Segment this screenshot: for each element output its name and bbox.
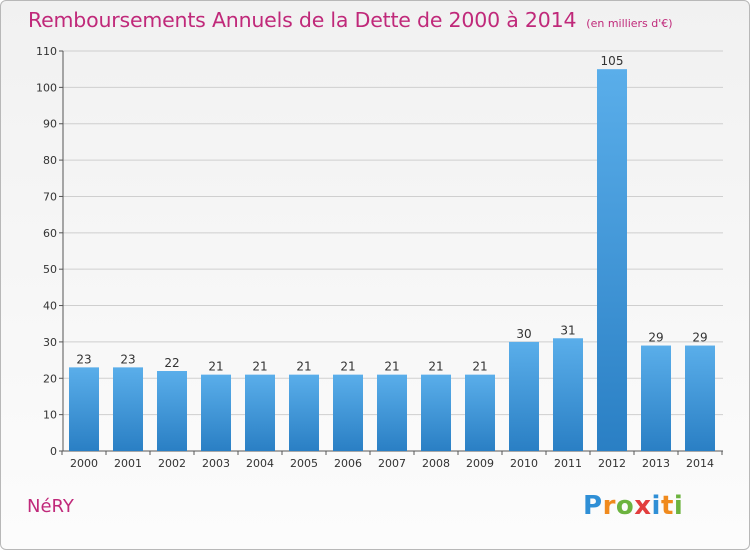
- y-tick-label: 0: [50, 445, 57, 458]
- bar: [641, 345, 671, 451]
- bar: [509, 341, 539, 451]
- x-tick-label: 2013: [642, 457, 670, 470]
- x-tick-label: 2014: [686, 457, 714, 470]
- bar: [289, 374, 319, 451]
- x-tick-label: 2010: [510, 457, 538, 470]
- data-labels: 23 23 22 21 21 21 21 21 21 21 30 31 105 29 29: [76, 54, 707, 373]
- proxiti-logo[interactable]: Proxiti: [583, 491, 683, 521]
- bar: [333, 374, 363, 451]
- x-tick-label: 2006: [334, 457, 362, 470]
- y-tick-label: 10: [43, 409, 57, 422]
- logo-letter: P: [583, 491, 603, 521]
- logo-letter: i: [673, 491, 684, 521]
- bar: [421, 374, 451, 451]
- data-label: 21: [384, 360, 399, 374]
- y-tick-label: 30: [43, 336, 57, 349]
- y-tick-label: 70: [43, 190, 57, 203]
- bar: [377, 374, 407, 451]
- data-label: 21: [428, 360, 443, 374]
- data-label: 105: [601, 54, 624, 68]
- x-tick-label: 2001: [114, 457, 142, 470]
- data-label: 29: [692, 331, 707, 345]
- data-label: 29: [648, 331, 663, 345]
- chart-unit: (en milliers d'€): [586, 17, 673, 30]
- logo-letter: r: [602, 491, 616, 521]
- data-label: 31: [560, 323, 575, 337]
- logo-letter: t: [660, 491, 674, 521]
- bar: [157, 371, 187, 451]
- logo-letter: x: [634, 491, 652, 521]
- x-tick-label: 2009: [466, 457, 494, 470]
- y-tick-label: 90: [43, 118, 57, 131]
- bar: [597, 69, 627, 451]
- data-label: 23: [76, 352, 91, 366]
- bar: [201, 374, 231, 451]
- chart-title-text: Remboursements Annuels de la Dette de 20…: [28, 8, 577, 32]
- y-tick-label: 80: [43, 154, 57, 167]
- bar: [465, 374, 495, 451]
- x-tick-label: 2000: [70, 457, 98, 470]
- y-tick-label: 20: [43, 372, 57, 385]
- y-tick-label: 100: [36, 81, 57, 94]
- logo-letter: i: [651, 491, 661, 521]
- y-tick-label: 60: [43, 227, 57, 240]
- x-tick-label: 2012: [598, 457, 626, 470]
- bar: [685, 345, 715, 451]
- y-tick-label: 40: [43, 300, 57, 313]
- x-tick-label: 2005: [290, 457, 318, 470]
- y-tick-label: 50: [43, 263, 57, 276]
- x-tick-label: 2008: [422, 457, 450, 470]
- data-label: 21: [472, 360, 487, 374]
- bars: [69, 69, 715, 451]
- y-tick-label: 110: [36, 45, 57, 58]
- data-label: 21: [296, 360, 311, 374]
- axes: 0 10 20 30 40 50 60 70 80 90 100 110 2000 2001 2002 200…: [36, 45, 723, 470]
- chart-title: Remboursements Annuels de la Dette de 20…: [28, 8, 673, 32]
- logo-letter: o: [615, 491, 635, 521]
- commune-name: NéRY: [27, 496, 74, 517]
- x-tick-label: 2003: [202, 457, 230, 470]
- data-label: 23: [120, 352, 135, 366]
- bar: [245, 374, 275, 451]
- x-tick-label: 2007: [378, 457, 406, 470]
- data-label: 22: [164, 356, 179, 370]
- bar: [69, 367, 99, 451]
- data-label: 21: [252, 360, 267, 374]
- bar: [113, 367, 143, 451]
- bar: [553, 338, 583, 451]
- data-label: 30: [516, 327, 531, 341]
- x-tick-label: 2004: [246, 457, 274, 470]
- data-label: 21: [208, 360, 223, 374]
- x-tick-label: 2002: [158, 457, 186, 470]
- x-tick-label: 2011: [554, 457, 582, 470]
- data-label: 21: [340, 360, 355, 374]
